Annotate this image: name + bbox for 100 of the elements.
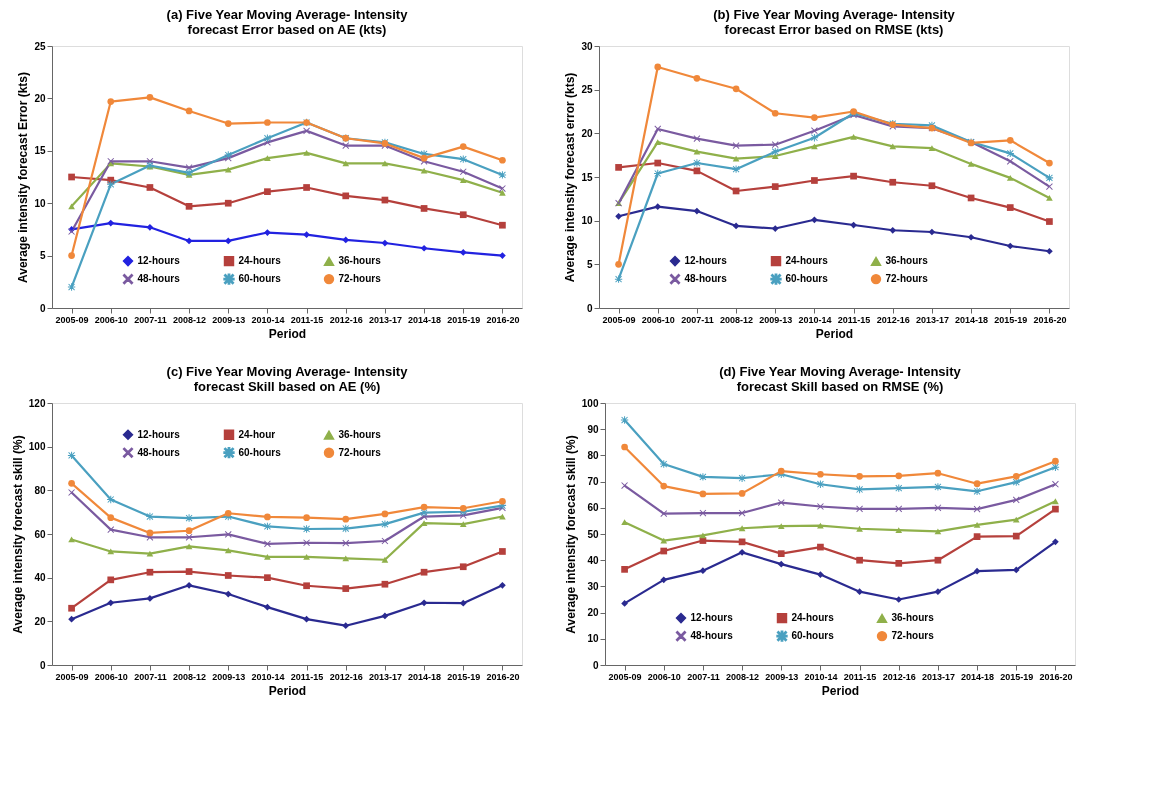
x-tick-label: 2008-12: [173, 314, 207, 325]
x-tick-label: 2012-16: [882, 671, 916, 682]
y-tick-label: 80: [587, 449, 599, 461]
legend-label: 12-hours: [684, 255, 728, 267]
x-tick-label: 2014-18: [408, 314, 442, 325]
y-tick-label: 10: [587, 633, 599, 645]
y-tick-label: 100: [581, 397, 599, 409]
y-tick-label: 10: [581, 215, 593, 227]
x-tick-label: 2012-16: [876, 314, 910, 325]
legend-label: 72-hours: [891, 630, 935, 642]
legend-label: 60-hours: [791, 630, 835, 642]
x-tick-label: 2011-15: [837, 314, 871, 325]
legend-label: 12-hours: [137, 255, 181, 267]
legend-label: 24-hours: [238, 255, 282, 267]
y-tick-label: 0: [586, 302, 593, 314]
y-tick-label: 25: [34, 40, 46, 52]
x-tick-label: 2009-13: [765, 671, 799, 682]
x-tick-label: 2005-09: [55, 314, 89, 325]
y-tick-label: 5: [586, 258, 593, 270]
x-tick-label: 2016-20: [1039, 671, 1073, 682]
x-tick-label: 2010-14: [804, 671, 838, 682]
x-tick-label: 2015-19: [1000, 671, 1034, 682]
x-axis-title: Period: [815, 326, 854, 341]
x-tick-label: 2008-12: [720, 314, 754, 325]
x-tick-label: 2010-14: [251, 314, 285, 325]
x-tick-label: 2008-12: [173, 671, 207, 682]
x-tick-label: 2014-18: [955, 314, 989, 325]
x-tick-label: 2015-19: [447, 314, 481, 325]
x-tick-label: 2007-11: [134, 671, 167, 682]
x-tick-label: 2005-09: [608, 671, 642, 682]
y-axis-title: Average intensity forecast skill (%): [10, 435, 25, 634]
y-tick-label: 10: [34, 197, 46, 209]
x-tick-label: 2015-19: [994, 314, 1028, 325]
x-tick-label: 2012-16: [329, 671, 363, 682]
chart-title: (c) Five Year Moving Average- Intensity forecast Skill based on AE (%): [166, 364, 409, 394]
legend-label: 48-hours: [684, 273, 728, 285]
legend-label: 36-hours: [891, 612, 935, 624]
x-tick-label: 2007-11: [681, 314, 714, 325]
y-tick-label: 20: [34, 615, 46, 627]
legend-label: 36-hours: [338, 255, 382, 267]
y-tick-label: 20: [587, 607, 599, 619]
y-tick-label: 60: [587, 502, 599, 514]
chart-title: (d) Five Year Moving Average- Intensity forecast Skill based on RMSE (%): [719, 364, 962, 394]
y-tick-label: 5: [39, 250, 46, 262]
y-tick-label: 70: [587, 476, 599, 488]
legend-label: 60-hours: [785, 273, 829, 285]
x-tick-label: 2013-17: [368, 671, 402, 682]
y-axis-title: Average intensity forecast Error (kts): [16, 72, 31, 283]
x-tick-label: 2013-17: [915, 314, 949, 325]
y-tick-label: 15: [34, 145, 46, 157]
chart-title: (a) Five Year Moving Average- Intensity forecast Error based on AE (kts): [166, 7, 409, 37]
y-tick-label: 30: [581, 40, 593, 52]
legend-label: 24-hour: [238, 428, 276, 440]
x-axis-title: Period: [268, 326, 307, 341]
y-tick-label: 120: [28, 397, 46, 409]
y-tick-label: 20: [34, 92, 46, 104]
legend-label: 24-hours: [785, 255, 829, 267]
legend-label: 12-hours: [137, 428, 181, 440]
y-tick-label: 60: [34, 528, 46, 540]
x-tick-label: 2006-10: [94, 314, 128, 325]
y-tick-label: 0: [39, 302, 46, 314]
chart-title: (b) Five Year Moving Average- Intensity forecast Error based on RMSE (kts): [713, 7, 956, 37]
y-axis-title: Average intensity forecast error (kts): [563, 72, 578, 283]
y-tick-label: 100: [28, 441, 46, 453]
x-tick-label: 2006-10: [647, 671, 681, 682]
x-tick-label: 2016-20: [1033, 314, 1067, 325]
x-tick-label: 2014-18: [961, 671, 995, 682]
x-tick-label: 2011-15: [843, 671, 877, 682]
y-tick-label: 30: [587, 580, 599, 592]
x-tick-label: 2010-14: [251, 671, 285, 682]
x-tick-label: 2010-14: [798, 314, 832, 325]
x-tick-label: 2006-10: [641, 314, 675, 325]
y-tick-label: 20: [581, 127, 593, 139]
x-tick-label: 2009-13: [212, 671, 246, 682]
y-tick-label: 40: [34, 572, 46, 584]
x-tick-label: 2007-11: [134, 314, 167, 325]
y-tick-label: 0: [39, 659, 46, 671]
y-tick-label: 0: [592, 659, 599, 671]
legend-label: 36-hours: [338, 429, 382, 441]
x-tick-label: 2011-15: [290, 671, 324, 682]
legend-label: 12-hours: [690, 612, 734, 624]
legend-label: 60-hours: [238, 273, 282, 285]
x-tick-label: 2006-10: [94, 671, 128, 682]
y-axis-title: Average intensity forecast skill (%): [563, 435, 578, 634]
x-tick-label: 2015-19: [447, 671, 481, 682]
x-tick-label: 2012-16: [329, 314, 363, 325]
y-tick-label: 40: [587, 554, 599, 566]
x-tick-label: 2009-13: [212, 314, 246, 325]
x-tick-label: 2013-17: [368, 314, 402, 325]
legend-label: 60-hours: [238, 446, 282, 458]
x-tick-label: 2009-13: [759, 314, 793, 325]
x-tick-label: 2013-17: [921, 671, 955, 682]
legend-label: 48-hours: [137, 273, 181, 285]
y-tick-label: 80: [34, 484, 46, 496]
legend-label: 48-hours: [690, 630, 734, 642]
legend-label: 48-hours: [137, 446, 181, 458]
x-tick-label: 2014-18: [408, 671, 442, 682]
legend-label: 72-hours: [338, 446, 382, 458]
y-tick-label: 15: [581, 171, 593, 183]
legend-label: 72-hours: [885, 273, 929, 285]
